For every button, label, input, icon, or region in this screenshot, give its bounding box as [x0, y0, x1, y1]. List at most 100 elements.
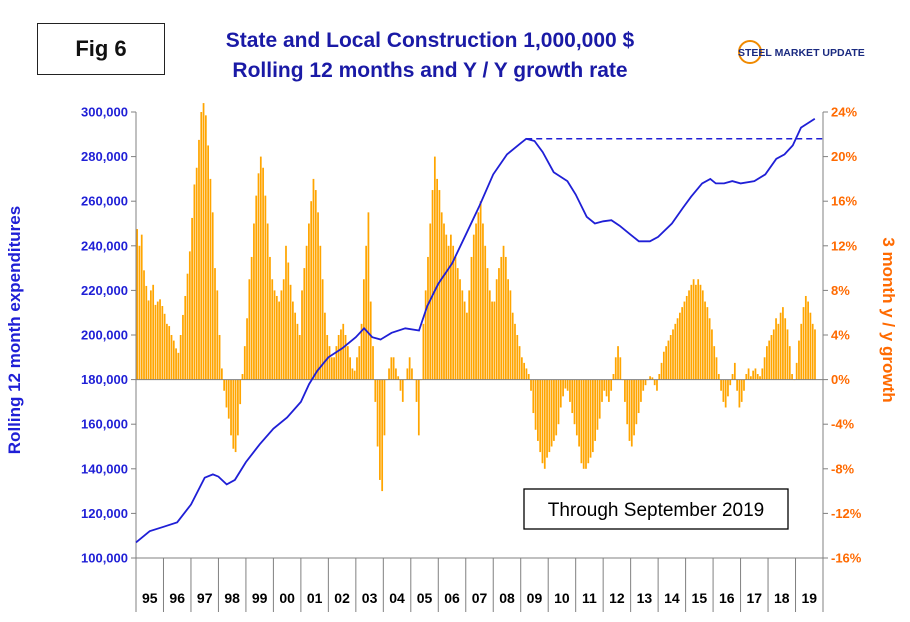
- growth-bar: [353, 370, 356, 380]
- growth-bar: [312, 178, 315, 380]
- growth-bar: [360, 323, 363, 380]
- left-tick-label: 220,000: [81, 283, 128, 298]
- growth-bar: [630, 379, 633, 447]
- growth-bar: [633, 379, 635, 436]
- growth-bar: [280, 290, 283, 380]
- growth-bar: [555, 379, 558, 436]
- x-tick-label: 05: [417, 590, 433, 606]
- growth-bar: [159, 299, 161, 380]
- growth-bar: [582, 379, 585, 469]
- left-tick-label: 140,000: [81, 461, 128, 476]
- growth-bar: [294, 312, 297, 380]
- x-tick-label: 04: [389, 590, 405, 606]
- steel-market-update-logo: STEEL MARKET UPDATE: [738, 40, 865, 64]
- annotation-box: [523, 488, 789, 530]
- growth-bar: [585, 379, 587, 469]
- right-tick-label: 16%: [831, 194, 857, 209]
- growth-bar: [255, 195, 258, 380]
- growth-bar: [541, 379, 544, 464]
- growth-bar: [438, 190, 441, 380]
- growth-bar: [289, 284, 292, 380]
- right-tick-label: 20%: [831, 149, 857, 164]
- growth-bar: [310, 201, 313, 380]
- growth-bar: [262, 167, 264, 380]
- growth-bar: [356, 357, 358, 380]
- growth-bar: [406, 368, 409, 380]
- growth-bar: [550, 379, 553, 447]
- growth-bar: [681, 307, 684, 380]
- growth-bar: [445, 234, 448, 380]
- growth-bar: [342, 323, 345, 380]
- growth-bar: [504, 256, 507, 380]
- growth-bar: [756, 374, 759, 380]
- growth-bar: [486, 268, 489, 380]
- growth-bar: [269, 256, 271, 380]
- growth-bar: [303, 268, 306, 380]
- growth-bar: [717, 374, 720, 380]
- growth-bar: [640, 379, 642, 402]
- growth-bar: [733, 362, 736, 380]
- growth-bar: [518, 346, 521, 380]
- growth-bar: [479, 201, 482, 380]
- growth-bar: [388, 368, 390, 380]
- right-tick-label: 0%: [831, 372, 850, 387]
- expenditure-line-group: [135, 117, 823, 544]
- growth-bar: [507, 279, 509, 380]
- growth-bar: [379, 379, 381, 480]
- growth-bar: [573, 379, 576, 425]
- growth-bar: [450, 234, 452, 380]
- growth-bar: [447, 245, 450, 380]
- x-tick-label: 18: [774, 590, 790, 606]
- growth-bar: [415, 379, 418, 402]
- growth-bar: [214, 268, 216, 380]
- growth-bar: [367, 212, 370, 380]
- growth-bar: [140, 234, 143, 380]
- growth-bar: [440, 212, 443, 380]
- growth-bar: [692, 279, 695, 380]
- growth-bar: [179, 335, 182, 380]
- growth-bar: [575, 379, 578, 436]
- left-tick-label: 280,000: [81, 149, 128, 164]
- growth-bar: [580, 379, 583, 464]
- growth-bar: [221, 368, 223, 380]
- growth-bar: [493, 301, 496, 380]
- growth-bar: [411, 368, 413, 380]
- growth-bars: [136, 103, 816, 492]
- x-tick-label: 97: [197, 590, 213, 606]
- growth-bar: [543, 379, 546, 469]
- growth-bar: [351, 368, 354, 380]
- growth-bar: [163, 313, 166, 380]
- growth-bar: [557, 379, 560, 425]
- growth-bar: [365, 245, 368, 380]
- growth-bar: [667, 340, 670, 380]
- growth-bar: [685, 295, 688, 380]
- growth-bar: [601, 379, 603, 402]
- growth-bar: [809, 312, 812, 380]
- growth-bar: [204, 115, 207, 380]
- growth-bar: [324, 312, 326, 380]
- growth-bar: [591, 379, 594, 453]
- growth-bar: [319, 245, 322, 380]
- growth-bar: [711, 329, 713, 380]
- growth-bar: [436, 178, 438, 380]
- growth-bar: [811, 323, 814, 380]
- growth-bar: [665, 346, 667, 380]
- growth-bar: [697, 279, 700, 380]
- growth-bar: [511, 312, 514, 380]
- growth-bar: [191, 217, 193, 380]
- growth-bar: [745, 374, 748, 380]
- growth-bar: [754, 368, 757, 380]
- x-tick-label: 08: [499, 590, 515, 606]
- growth-bar: [202, 103, 205, 380]
- left-tick-label: 100,000: [81, 551, 128, 566]
- growth-bar: [688, 290, 690, 380]
- growth-bar: [598, 379, 601, 419]
- growth-bar: [250, 256, 253, 380]
- growth-bar: [566, 379, 569, 391]
- x-tick-label: 00: [279, 590, 295, 606]
- growth-bar: [422, 323, 425, 380]
- growth-bar: [218, 335, 221, 380]
- growth-bar: [248, 279, 251, 380]
- growth-bar: [452, 245, 455, 380]
- growth-bar: [193, 184, 196, 380]
